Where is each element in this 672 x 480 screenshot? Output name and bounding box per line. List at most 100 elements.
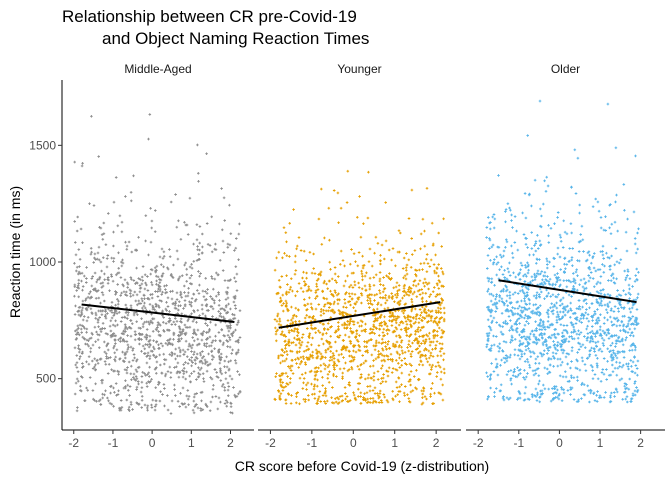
scatter-point xyxy=(430,309,434,313)
scatter-point xyxy=(344,348,348,352)
scatter-point xyxy=(96,257,99,261)
scatter-point xyxy=(342,367,346,370)
scatter-point xyxy=(311,354,314,357)
scatter-point xyxy=(410,237,413,240)
scatter-point xyxy=(212,299,216,302)
scatter-point xyxy=(225,292,229,296)
scatter-point xyxy=(599,396,603,399)
scatter-point xyxy=(284,231,288,234)
scatter-point xyxy=(282,334,285,337)
scatter-point xyxy=(576,156,580,160)
scatter-point xyxy=(431,382,434,385)
scatter-point xyxy=(563,313,567,317)
scatter-point xyxy=(141,299,144,303)
scatter-point xyxy=(155,360,159,364)
scatter-point xyxy=(404,266,408,269)
scatter-point xyxy=(139,390,143,394)
scatter-point xyxy=(297,366,300,369)
scatter-point xyxy=(201,333,204,337)
scatter-point xyxy=(156,275,160,279)
scatter-point xyxy=(615,324,619,328)
scatter-point xyxy=(332,302,336,306)
scatter-point xyxy=(365,341,369,344)
scatter-point xyxy=(417,340,421,344)
scatter-point xyxy=(234,328,237,332)
scatter-point xyxy=(439,336,443,339)
scatter-point xyxy=(141,325,145,329)
scatter-point xyxy=(93,357,96,361)
scatter-point xyxy=(150,281,153,284)
scatter-point xyxy=(570,295,573,298)
trend-line xyxy=(498,279,637,304)
scatter-point xyxy=(618,300,622,304)
scatter-point xyxy=(497,246,501,249)
scatter-point xyxy=(127,360,131,364)
scatter-point xyxy=(537,306,540,309)
scatter-point xyxy=(546,263,549,266)
scatter-point xyxy=(137,302,141,305)
scatter-point xyxy=(550,302,553,305)
scatter-point xyxy=(582,250,585,253)
scatter-point xyxy=(215,371,218,374)
scatter-point xyxy=(400,383,403,386)
scatter-point xyxy=(513,291,517,294)
scatter-point xyxy=(142,304,146,308)
scatter-point xyxy=(125,350,129,354)
scatter-point xyxy=(405,330,408,334)
scatter-point xyxy=(195,392,198,395)
scatter-point xyxy=(558,357,562,361)
scatter-point xyxy=(346,169,350,173)
scatter-point xyxy=(526,344,529,347)
scatter-point xyxy=(358,195,361,198)
scatter-point xyxy=(296,328,299,331)
scatter-point xyxy=(401,267,405,270)
scatter-point xyxy=(114,319,117,323)
scatter-point xyxy=(186,389,190,392)
scatter-point xyxy=(285,254,289,257)
scatter-point xyxy=(339,206,343,210)
scatter-point xyxy=(214,248,218,251)
scatter-point xyxy=(363,345,366,348)
scatter-point xyxy=(523,352,526,356)
scatter-point xyxy=(154,356,157,359)
scatter-point xyxy=(511,328,514,331)
scatter-point xyxy=(583,298,586,302)
scatter-point xyxy=(219,307,222,311)
scatter-point xyxy=(294,320,297,323)
scatter-point xyxy=(192,260,196,263)
scatter-point xyxy=(163,404,166,408)
scatter-point xyxy=(491,262,495,266)
scatter-point xyxy=(516,300,520,304)
scatter-point xyxy=(435,375,438,378)
scatter-point xyxy=(595,329,599,333)
scatter-point xyxy=(409,383,412,387)
scatter-point xyxy=(290,358,294,362)
scatter-point xyxy=(635,267,638,271)
scatter-point xyxy=(438,342,442,345)
scatter-point xyxy=(89,350,92,354)
scatter-point xyxy=(547,336,550,339)
scatter-point xyxy=(298,320,301,323)
scatter-point xyxy=(391,297,394,300)
scatter-point xyxy=(442,352,446,355)
scatter-point xyxy=(197,375,201,378)
scatter-point xyxy=(226,381,230,385)
scatter-point xyxy=(381,337,384,341)
scatter-point xyxy=(625,395,629,398)
scatter-point xyxy=(117,389,120,393)
scatter-point xyxy=(516,312,520,316)
scatter-point xyxy=(212,287,215,291)
scatter-point xyxy=(304,282,307,286)
scatter-point xyxy=(119,340,122,343)
scatter-point xyxy=(384,380,388,383)
scatter-point xyxy=(108,309,112,313)
scatter-point xyxy=(177,346,181,350)
scatter-point xyxy=(188,276,192,280)
scatter-point xyxy=(337,321,340,324)
scatter-point xyxy=(119,399,123,402)
scatter-point xyxy=(596,280,600,284)
scatter-point xyxy=(557,293,560,296)
scatter-point xyxy=(542,326,545,329)
scatter-point xyxy=(237,338,240,342)
scatter-point xyxy=(154,290,157,293)
